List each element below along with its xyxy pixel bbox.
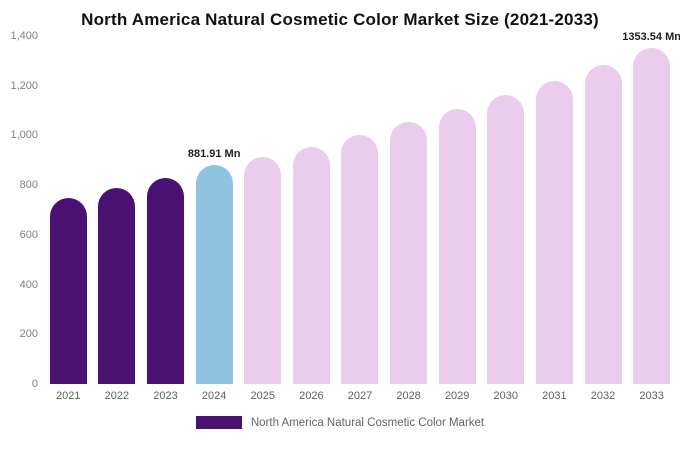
bar-column [141,36,190,384]
legend: North America Natural Cosmetic Color Mar… [0,416,680,429]
y-axis-tick-label: 600 [19,228,38,241]
x-axis-label: 2032 [590,390,616,402]
bar-2029[interactable] [438,108,476,384]
bar-column [433,36,482,384]
bar-value-label: 1353.54 Mn [622,30,680,43]
bar-2033[interactable] [633,47,671,384]
legend-swatch [195,416,242,429]
y-axis: 0 200 400 600 800 1,000 1,200 1,400 [6,30,44,390]
x-axis-label: 2027 [347,390,373,402]
chart-title: North America Natural Cosmetic Color Mar… [81,10,599,29]
x-axis-label: 2026 [299,390,324,402]
bar-2028[interactable] [390,121,428,384]
bar-2021[interactable] [49,197,87,384]
bar-2024[interactable] [195,164,233,384]
x-axis-label: 2025 [250,390,275,402]
x-axis-label: 2022 [104,390,130,402]
bar-column [238,36,287,384]
bar-2022[interactable] [98,187,136,384]
bar-column [44,36,93,384]
bar-column: 881.91 Mn [187,36,241,384]
y-axis-tick-label: 1,200 [10,79,38,92]
bar-column [579,36,628,384]
bar-2027[interactable] [341,134,379,384]
y-axis-tick-label: 800 [19,179,38,192]
x-axis-label: 2031 [542,390,567,402]
x-axis-label: 2033 [639,390,664,402]
bar-2026[interactable] [292,146,330,384]
x-axis-label: 2030 [493,390,519,402]
bar-value-label: 881.91 Mn [187,147,241,160]
y-axis-tick-label: 200 [19,328,38,341]
y-axis-tick-label: 0 [31,378,38,390]
bar-column [336,36,385,384]
x-axis-label: 2029 [444,390,470,402]
x-axis-label: 2023 [153,390,178,402]
x-axis: 2021 2022 2023 2024 2025 2026 2027 2028 2029 2030… [44,390,676,402]
bar-2025[interactable] [244,156,282,384]
x-axis-label: 2024 [201,390,227,402]
x-axis-label: 2028 [396,390,421,402]
plot-area: 881.91 Mn 1353.54 Mn [44,31,680,384]
legend-label: North America Natural Cosmetic Color Mar… [250,416,485,429]
bar-column [384,36,433,384]
x-axis-label: 2021 [56,390,81,402]
y-axis-tick-label: 1,400 [10,30,38,42]
bar-2032[interactable] [584,65,622,384]
bar-column: 1353.54 Mn [622,31,680,384]
bar-2023[interactable] [147,178,185,384]
y-axis-tick-label: 1,000 [10,129,38,142]
bar-column [481,36,530,384]
bar-column [287,36,336,384]
bar-chart: 0 200 400 600 800 1,000 1,200 1,400 881.91 Mn 13… [6,30,680,390]
bar-column [93,36,142,384]
y-axis-tick-label: 400 [19,278,38,291]
bar-2030[interactable] [487,94,525,384]
bar-2031[interactable] [535,80,573,384]
bar-column [530,36,579,384]
